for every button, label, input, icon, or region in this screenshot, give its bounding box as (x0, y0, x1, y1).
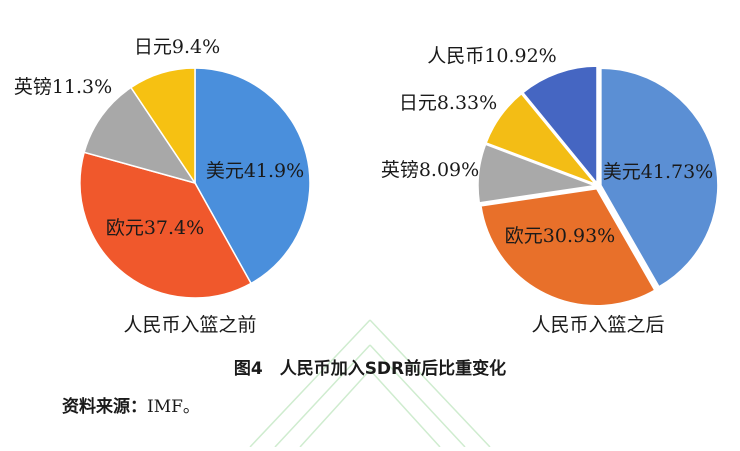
value-label: 8.09% (419, 159, 479, 181)
value-label: 41.73% (641, 161, 713, 183)
category-label: 美元 (206, 160, 244, 182)
slice-label: 欧元30.93% (505, 225, 615, 247)
value-label: 30.93% (543, 225, 615, 247)
slice-label: 欧元37.4% (106, 217, 204, 239)
pie-slice (83, 86, 197, 185)
chart-title: 人民币入篮之前 (123, 314, 256, 336)
category-label: 日元 (134, 36, 172, 58)
source-line: 资料来源：IMF。 (62, 396, 200, 417)
value-label: 8.33% (437, 92, 497, 114)
pie-slice (79, 151, 253, 299)
pie-slice (194, 67, 311, 285)
category-label: 欧元 (106, 217, 144, 239)
category-label: 日元 (399, 92, 437, 114)
value-label: 37.4% (144, 217, 204, 239)
pie-slice (521, 65, 598, 186)
value-label: 10.92% (484, 45, 556, 67)
category-label: 欧元 (505, 225, 543, 247)
watermark (249, 319, 491, 448)
category-label: 英镑 (381, 159, 419, 181)
value-label: 9.4% (172, 36, 220, 58)
slice-label: 英镑11.3% (14, 76, 112, 98)
slice-label: 美元41.73% (603, 161, 713, 183)
slice-label: 英镑8.09% (381, 159, 479, 181)
pie-slice (129, 67, 196, 186)
source-label: 资料来源： (62, 396, 147, 417)
value-label: 41.9% (244, 160, 304, 182)
pie-slice (600, 67, 719, 288)
slice-label: 日元9.4% (134, 36, 220, 58)
slice-label: 美元41.9% (206, 160, 304, 182)
category-label: 美元 (603, 161, 641, 183)
pie-slice (480, 187, 656, 307)
source: IMF。 (147, 397, 200, 417)
figure-caption: 图4 人民币加入SDR前后比重变化 (234, 358, 506, 379)
category-label: 英镑 (14, 76, 52, 98)
value-label: 11.3% (52, 76, 112, 98)
pie-slice (477, 143, 598, 204)
chart-title: 人民币入篮之后 (531, 314, 664, 336)
slice-label: 日元8.33% (399, 92, 497, 114)
pie-slice (485, 92, 598, 186)
category-label: 人民币 (427, 45, 484, 67)
slice-label: 人民币10.92% (427, 45, 556, 67)
